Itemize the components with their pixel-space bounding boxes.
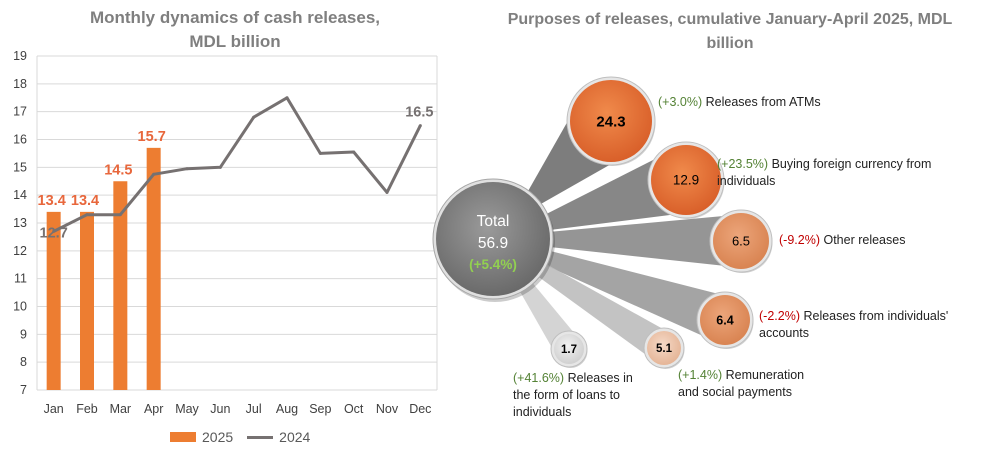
point-2024 xyxy=(418,124,422,128)
text-loans: Releases in the form of loans to individ… xyxy=(513,371,633,419)
bubble-value: 6.5 xyxy=(732,234,750,249)
point-2024 xyxy=(318,151,322,155)
connector-wedge xyxy=(532,260,673,362)
x-tick-label: Oct xyxy=(344,402,364,416)
point-2024 xyxy=(185,167,189,171)
bubble-value: 6.4 xyxy=(716,313,733,327)
bar-2025 xyxy=(113,181,128,390)
label-releases-from-atms: (+3.0%) Releases from ATMs xyxy=(658,94,858,111)
y-tick-label: 9 xyxy=(20,327,27,341)
label-releases-from-accounts: (-2.2%) Releases from individuals' accou… xyxy=(759,308,969,342)
label-loans: (+41.6%) Releases in the form of loans t… xyxy=(513,370,641,421)
change-remuneration: (+1.4%) xyxy=(678,368,723,382)
total-bubble xyxy=(436,182,550,296)
y-tick-label: 19 xyxy=(13,49,27,63)
bubble xyxy=(554,334,584,364)
x-tick-label: May xyxy=(175,402,199,416)
bar-2025 xyxy=(80,211,94,390)
x-tick-label: Jun xyxy=(210,402,230,416)
y-tick-label: 10 xyxy=(13,300,27,314)
x-tick-label: Feb xyxy=(76,402,98,416)
point-2024 xyxy=(85,213,89,217)
bubble xyxy=(647,331,681,365)
total-value: 56.9 xyxy=(478,235,508,252)
bubble-value: 1.7 xyxy=(561,344,577,356)
y-tick-label: 14 xyxy=(13,188,27,202)
point-2024 xyxy=(118,213,122,217)
total-label: Total xyxy=(477,213,510,230)
gridlines xyxy=(37,55,437,391)
x-tick-label: Jul xyxy=(246,402,262,416)
y-tick-label: 12 xyxy=(13,244,27,258)
point-2024 xyxy=(285,96,289,100)
y-tick-label: 13 xyxy=(13,216,27,230)
point-2024 xyxy=(52,229,56,233)
label-other-releases: (-9.2%) Other releases xyxy=(779,232,969,249)
bubble-value: 5.1 xyxy=(656,343,673,355)
legend: 2025 2024 xyxy=(170,429,310,445)
x-tick-label: Nov xyxy=(376,402,399,416)
legend-swatch-2025 xyxy=(170,432,196,442)
line-2024 xyxy=(53,96,422,233)
change-other: (-9.2%) xyxy=(779,233,820,247)
x-tick-label: Mar xyxy=(110,402,132,416)
x-tick-label: Jan xyxy=(44,402,64,416)
data-label-2025: 15.7 xyxy=(138,129,166,145)
change-foreign-currency: (+23.5%) xyxy=(717,157,769,171)
point-2024 xyxy=(352,150,356,154)
connector-wedge xyxy=(538,249,733,343)
bubble xyxy=(651,145,721,215)
bar-2025 xyxy=(46,211,61,390)
y-tick-label: 11 xyxy=(14,272,27,286)
change-atms: (+3.0%) xyxy=(658,95,703,109)
label-remuneration: (+1.4%) Remuneration and social payments xyxy=(678,367,823,401)
text-accounts: Releases from individuals' accounts xyxy=(759,309,949,340)
bubble xyxy=(570,80,652,162)
label-buying-foreign-currency: (+23.5%) Buying foreign currency from in… xyxy=(717,156,967,190)
change-loans: (+41.6%) xyxy=(513,371,565,385)
text-foreign-currency: Buying foreign currency from individuals xyxy=(717,157,932,188)
y-tick-label: 15 xyxy=(13,160,27,174)
x-tick-label: Apr xyxy=(144,402,163,416)
text-atms: Releases from ATMs xyxy=(705,95,821,109)
x-tick-label: Aug xyxy=(276,402,298,416)
y-tick-label: 16 xyxy=(13,133,27,147)
bubble xyxy=(713,213,769,269)
y-tick-label: 7 xyxy=(20,383,27,397)
x-tick-label: Sep xyxy=(309,402,331,416)
data-label-2025: 13.4 xyxy=(71,193,99,209)
point-2024 xyxy=(252,115,256,119)
left-chart-title: Monthly dynamics of cash releases, MDL b… xyxy=(89,8,381,51)
x-tick-label: Dec xyxy=(409,402,431,416)
data-label-2024-last: 16.5 xyxy=(405,105,433,121)
bubble-value: 12.9 xyxy=(673,173,699,188)
legend-label-2025: 2025 xyxy=(202,429,234,445)
text-other: Other releases xyxy=(823,233,906,247)
y-tick-label: 17 xyxy=(13,105,27,119)
connector-wedge xyxy=(543,214,742,268)
legend-label-2024: 2024 xyxy=(279,429,311,445)
bubble-value: 24.3 xyxy=(596,113,625,130)
bubble xyxy=(700,295,750,345)
point-2024 xyxy=(385,190,389,194)
point-2024 xyxy=(218,165,222,169)
change-accounts: (-2.2%) xyxy=(759,309,800,323)
legend-swatch-2024 xyxy=(247,435,274,439)
text-remuneration: Remuneration and social payments xyxy=(678,368,805,399)
data-label-2025: 14.5 xyxy=(104,162,132,178)
data-label-2025: 13.4 xyxy=(38,193,66,209)
y-tick-label: 8 xyxy=(20,355,27,369)
total-change: (+5.4%) xyxy=(469,257,517,272)
point-2024 xyxy=(152,172,156,176)
right-chart-title: Purposes of releases, cumulative January… xyxy=(507,11,953,52)
y-tick-label: 18 xyxy=(13,77,27,91)
data-label-2024-first: 12.7 xyxy=(40,225,68,241)
bar-2025 xyxy=(146,147,161,390)
